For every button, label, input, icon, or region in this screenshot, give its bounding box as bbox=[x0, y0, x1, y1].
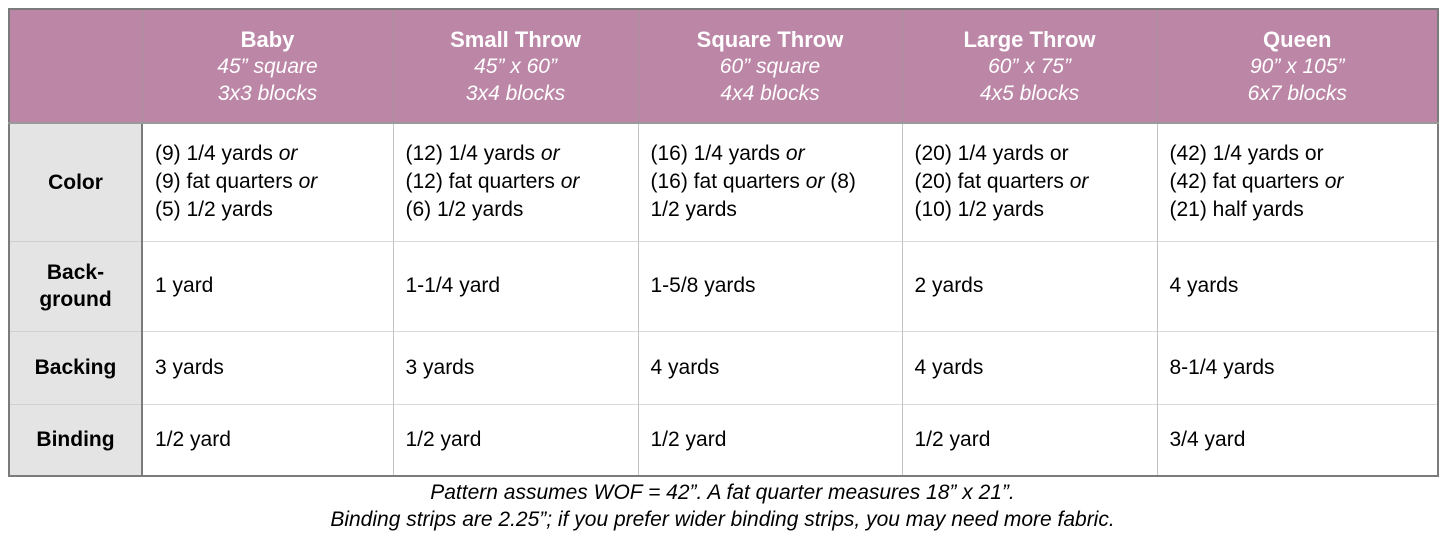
cell-backing-square-throw: 4 yards bbox=[638, 330, 903, 404]
cell-color-small-throw: (12) 1/4 yards or (12) fat quarters or (6)… bbox=[393, 122, 639, 241]
cell-line: 1/2 yard bbox=[914, 427, 991, 451]
cell-binding-queen: 3/4 yard bbox=[1157, 403, 1438, 476]
cell-line: (10) 1/2 yards bbox=[914, 198, 1045, 222]
row-label-back-ground: Back- ground bbox=[9, 240, 143, 331]
row-label-color: Color bbox=[9, 122, 143, 241]
corner-cell bbox=[9, 9, 143, 124]
header-row: Baby 45” square 3x3 blocks Small Throw 45” x… bbox=[9, 9, 1438, 124]
cell-color-square-throw: (16) 1/4 yards or (16) fat quarters or (8… bbox=[638, 122, 903, 241]
table-body: Color (9) 1/4 yards or (9) fat quarters or… bbox=[9, 122, 1438, 476]
table-row-backing: Backing 3 yards 3 yards 4 yards 4 yards 8-1/4… bbox=[9, 330, 1438, 404]
cell-back-ground-square-throw: 1-5/8 yards bbox=[638, 240, 903, 331]
column-size: 60” square bbox=[719, 54, 821, 78]
column-blocks: 3x4 blocks bbox=[465, 81, 566, 105]
cell-line: (20) 1/4 yards or bbox=[914, 142, 1069, 166]
cell-line: (5) 1/2 yards bbox=[155, 198, 273, 222]
column-title: Queen bbox=[1263, 26, 1332, 52]
table-row-back-ground: Back- ground 1 yard 1-1/4 yard 1-5/8 yards 2… bbox=[9, 240, 1438, 331]
cell-line: (21) half yards bbox=[1169, 198, 1304, 222]
column-header-baby: Baby 45” square 3x3 blocks bbox=[142, 9, 394, 124]
cell-line: (20) fat quarters or bbox=[914, 170, 1089, 194]
cell-line: (16) fat quarters or (8) bbox=[650, 170, 856, 194]
cell-line: 3/4 yard bbox=[1169, 427, 1246, 451]
cell-back-ground-small-throw: 1-1/4 yard bbox=[393, 240, 639, 331]
footnote-line: Binding strips are 2.25”; if you prefer … bbox=[330, 508, 1115, 531]
cell-binding-large-throw: 1/2 yard bbox=[902, 403, 1158, 476]
column-title: Large Throw bbox=[963, 26, 1096, 52]
column-header-queen: Queen 90” x 105” 6x7 blocks bbox=[1157, 9, 1438, 124]
cell-line: 3 yards bbox=[405, 355, 475, 379]
column-size: 45” square bbox=[217, 54, 318, 78]
footnotes: Pattern assumes WOF = 42”. A fat quarter… bbox=[8, 479, 1437, 533]
column-size: 45” x 60” bbox=[474, 54, 557, 78]
cell-binding-small-throw: 1/2 yard bbox=[393, 403, 639, 476]
cell-color-baby: (9) 1/4 yards or (9) fat quarters or (5) 1… bbox=[142, 122, 394, 241]
cell-line: (42) fat quarters or bbox=[1169, 170, 1344, 194]
cell-line: 3 yards bbox=[155, 355, 224, 379]
cell-line: (42) 1/4 yards or bbox=[1169, 142, 1324, 166]
column-title: Baby bbox=[240, 26, 295, 52]
cell-line: 1/2 yards bbox=[650, 198, 737, 222]
cell-line: 1-5/8 yards bbox=[650, 274, 756, 297]
column-blocks: 6x7 blocks bbox=[1247, 81, 1347, 105]
cell-line: (16) 1/4 yards or bbox=[650, 142, 805, 166]
cell-line: (12) fat quarters or bbox=[405, 170, 580, 194]
cell-line: 4 yards bbox=[650, 355, 720, 379]
column-title: Small Throw bbox=[450, 26, 581, 52]
cell-back-ground-baby: 1 yard bbox=[142, 240, 394, 331]
cell-line: 1 yard bbox=[155, 274, 214, 297]
column-header-square-throw: Square Throw 60” square 4x4 blocks bbox=[638, 9, 903, 124]
cell-line: (9) fat quarters or bbox=[155, 170, 318, 194]
column-size: 60” x 75” bbox=[988, 54, 1071, 78]
cell-line: 1/2 yard bbox=[405, 427, 482, 451]
cell-color-queen: (42) 1/4 yards or (42) fat quarters or (21… bbox=[1157, 122, 1438, 241]
table-header: Baby 45” square 3x3 blocks Small Throw 45” x… bbox=[9, 9, 1438, 124]
column-header-large-throw: Large Throw 60” x 75” 4x5 blocks bbox=[902, 9, 1158, 124]
cell-line: 2 yards bbox=[914, 274, 984, 297]
cell-binding-square-throw: 1/2 yard bbox=[638, 403, 903, 476]
cell-backing-small-throw: 3 yards bbox=[393, 330, 639, 404]
table-row-color: Color (9) 1/4 yards or (9) fat quarters or… bbox=[9, 122, 1438, 241]
cell-back-ground-queen: 4 yards bbox=[1157, 240, 1438, 331]
cell-line: 4 yards bbox=[914, 355, 984, 379]
cell-backing-queen: 8-1/4 yards bbox=[1157, 330, 1438, 404]
cell-line: 4 yards bbox=[1169, 274, 1239, 297]
footnote-line: Pattern assumes WOF = 42”. A fat quarter… bbox=[430, 481, 1015, 504]
row-label-backing: Backing bbox=[9, 330, 143, 404]
cell-line: 1-1/4 yard bbox=[405, 274, 501, 297]
column-size: 90” x 105” bbox=[1249, 54, 1345, 78]
cell-color-large-throw: (20) 1/4 yards or (20) fat quarters or (10… bbox=[902, 122, 1158, 241]
column-blocks: 4x5 blocks bbox=[979, 81, 1080, 105]
cell-line: (9) 1/4 yards or bbox=[155, 142, 298, 166]
fabric-requirements-table: Baby 45” square 3x3 blocks Small Throw 45” x… bbox=[8, 8, 1439, 477]
cell-back-ground-large-throw: 2 yards bbox=[902, 240, 1158, 331]
row-label-binding: Binding bbox=[9, 403, 143, 476]
column-blocks: 3x3 blocks bbox=[217, 81, 318, 105]
column-title: Square Throw bbox=[696, 26, 844, 52]
cell-binding-baby: 1/2 yard bbox=[142, 403, 394, 476]
cell-line: 1/2 yard bbox=[650, 427, 727, 451]
cell-backing-large-throw: 4 yards bbox=[902, 330, 1158, 404]
table-row-binding: Binding 1/2 yard 1/2 yard 1/2 yard 1/2 yard 3… bbox=[9, 403, 1438, 476]
cell-backing-baby: 3 yards bbox=[142, 330, 394, 404]
cell-line: 1/2 yard bbox=[155, 427, 231, 451]
cell-line: 8-1/4 yards bbox=[1169, 355, 1275, 379]
cell-line: (6) 1/2 yards bbox=[405, 198, 524, 222]
cell-line: (12) 1/4 yards or bbox=[405, 142, 560, 166]
column-blocks: 4x4 blocks bbox=[720, 81, 820, 105]
column-header-small-throw: Small Throw 45” x 60” 3x4 blocks bbox=[393, 9, 639, 124]
